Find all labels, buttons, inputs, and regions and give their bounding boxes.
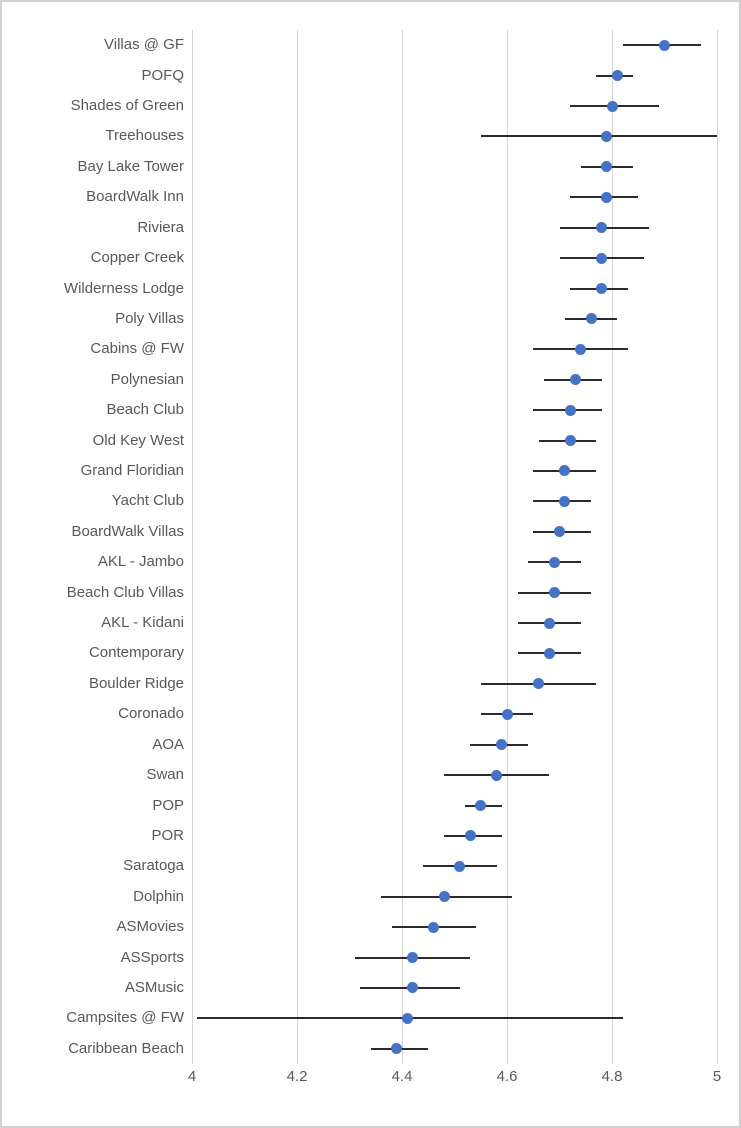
category-label: Boulder Ridge (88, 674, 184, 692)
category-label: Copper Creek (90, 249, 184, 267)
x-tick-label: 4.8 (601, 1068, 623, 1085)
data-point-marker (564, 404, 576, 416)
data-point-marker (601, 130, 613, 142)
category-label: Cabins @ FW (90, 340, 184, 358)
data-point-marker (533, 678, 544, 690)
category-label: Old Key West (92, 431, 184, 449)
data-point-marker (464, 830, 476, 842)
data-point-marker (454, 860, 466, 872)
data-point-marker (496, 739, 508, 751)
category-label: Dolphin (133, 887, 184, 905)
data-point-marker (601, 191, 613, 203)
data-point-marker (475, 800, 487, 811)
data-point-marker (401, 1012, 413, 1024)
data-point-marker (543, 617, 555, 629)
data-point-marker (606, 100, 618, 112)
category-label: Coronado (118, 705, 184, 723)
data-point-marker (391, 1043, 403, 1055)
data-point-marker (559, 495, 571, 507)
data-point-marker (569, 374, 581, 386)
category-label: POR (151, 826, 184, 844)
data-point-marker (575, 343, 586, 355)
gridline (296, 30, 298, 1064)
category-label: Riviera (137, 218, 184, 236)
x-tick-label: 4 (187, 1068, 197, 1085)
data-point-marker (543, 647, 555, 659)
data-point-marker (596, 252, 607, 264)
category-label: Beach Club (106, 401, 184, 419)
category-label: Contemporary (88, 644, 184, 662)
data-point-marker (407, 982, 418, 994)
category-label: AKL - Kidani (101, 614, 184, 632)
gridline (506, 30, 508, 1064)
data-point-marker (501, 708, 513, 720)
category-label: Bay Lake Tower (77, 157, 184, 175)
category-label: Campsites @ FW (66, 1009, 184, 1027)
category-label: ASSports (120, 948, 184, 966)
category-label: Swan (146, 766, 184, 784)
data-point-marker (611, 70, 623, 82)
x-tick-label: 4.6 (496, 1068, 518, 1085)
category-label: Shades of Green (70, 97, 184, 115)
category-label: BoardWalk Inn (86, 188, 184, 206)
category-label: Yacht Club (111, 492, 184, 510)
data-point-marker (407, 952, 418, 964)
category-label: Caribbean Beach (68, 1039, 184, 1057)
gridline (716, 30, 718, 1064)
gridline (191, 30, 193, 1064)
category-label: Treehouses (105, 127, 184, 145)
gridline (611, 30, 613, 1064)
category-label: Beach Club Villas (66, 583, 184, 601)
data-point-marker (596, 283, 607, 294)
category-label: Wilderness Lodge (63, 279, 184, 297)
category-label: Villas @ GF (104, 36, 184, 54)
category-label: Poly Villas (115, 309, 184, 327)
category-label: AKL - Jambo (97, 553, 184, 571)
data-point-marker (585, 313, 597, 325)
x-tick-label: 4.2 (286, 1068, 308, 1085)
data-point-marker (559, 465, 571, 477)
category-label: Grand Floridian (80, 461, 184, 479)
category-label: Saratoga (123, 857, 184, 875)
data-point-marker (554, 526, 565, 538)
category-label: ASMusic (124, 978, 184, 996)
data-point-marker (659, 39, 670, 51)
data-point-marker (564, 435, 576, 447)
x-tick-label: 4.4 (391, 1068, 413, 1085)
data-point-marker (601, 161, 613, 173)
gridline (401, 30, 403, 1064)
data-point-marker (491, 769, 502, 781)
category-label: BoardWalk Villas (71, 522, 184, 540)
category-label: POFQ (141, 66, 184, 84)
error-bar (480, 135, 717, 138)
data-point-marker (548, 587, 560, 599)
x-tick-label: 5 (712, 1068, 722, 1085)
data-point-marker (428, 921, 439, 933)
category-label: POP (152, 796, 184, 814)
data-point-marker (548, 556, 560, 568)
category-label: ASMovies (116, 918, 184, 936)
category-label: Polynesian (110, 370, 184, 388)
category-label: AOA (152, 735, 184, 753)
data-point-marker (596, 222, 607, 234)
data-point-marker (438, 891, 450, 903)
